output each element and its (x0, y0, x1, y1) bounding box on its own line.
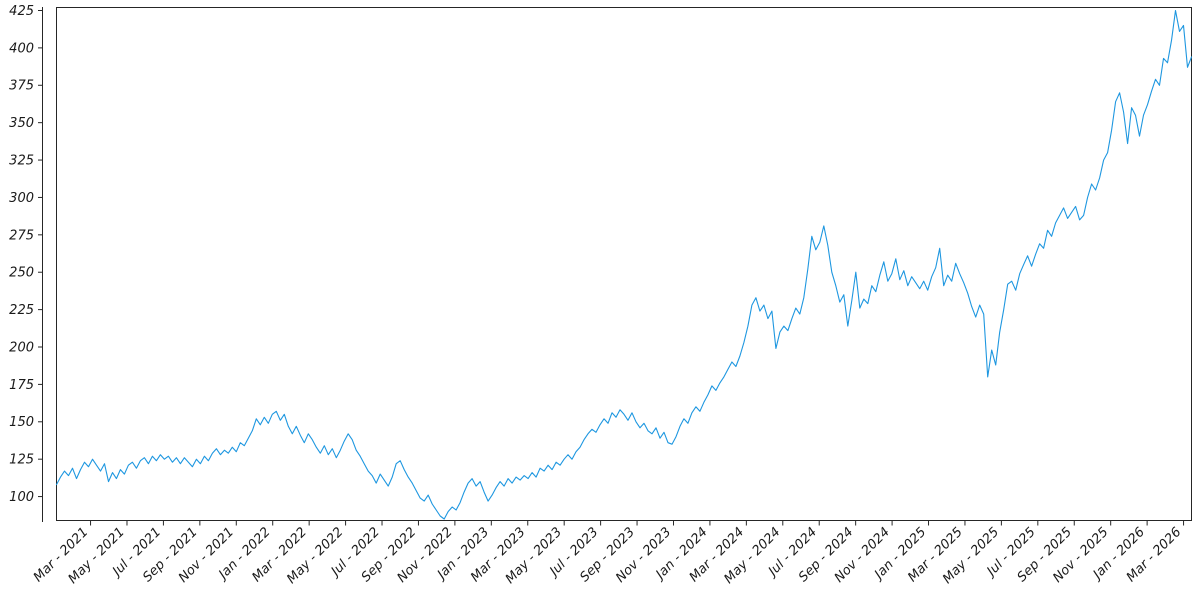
price-line (55, 9, 1193, 520)
y-tick-label: 200 (9, 340, 34, 355)
y-tick-label: 300 (9, 191, 34, 206)
y-tick-label: 275 (9, 228, 34, 243)
y-tick-label: 400 (9, 41, 34, 56)
y-tick-label: 175 (9, 378, 34, 393)
y-tick-label: 325 (9, 153, 34, 168)
y-tick-label: 425 (9, 4, 34, 19)
plot-border (56, 7, 1192, 521)
y-tick-label: 100 (9, 490, 34, 505)
y-tick-label: 350 (9, 116, 34, 131)
y-tick-label: 375 (9, 79, 34, 94)
y-tick-label: 125 (9, 453, 34, 468)
y-tick-label: 225 (9, 303, 34, 318)
y-tick-label: 150 (9, 415, 34, 430)
y-tick-label: 250 (9, 266, 34, 281)
